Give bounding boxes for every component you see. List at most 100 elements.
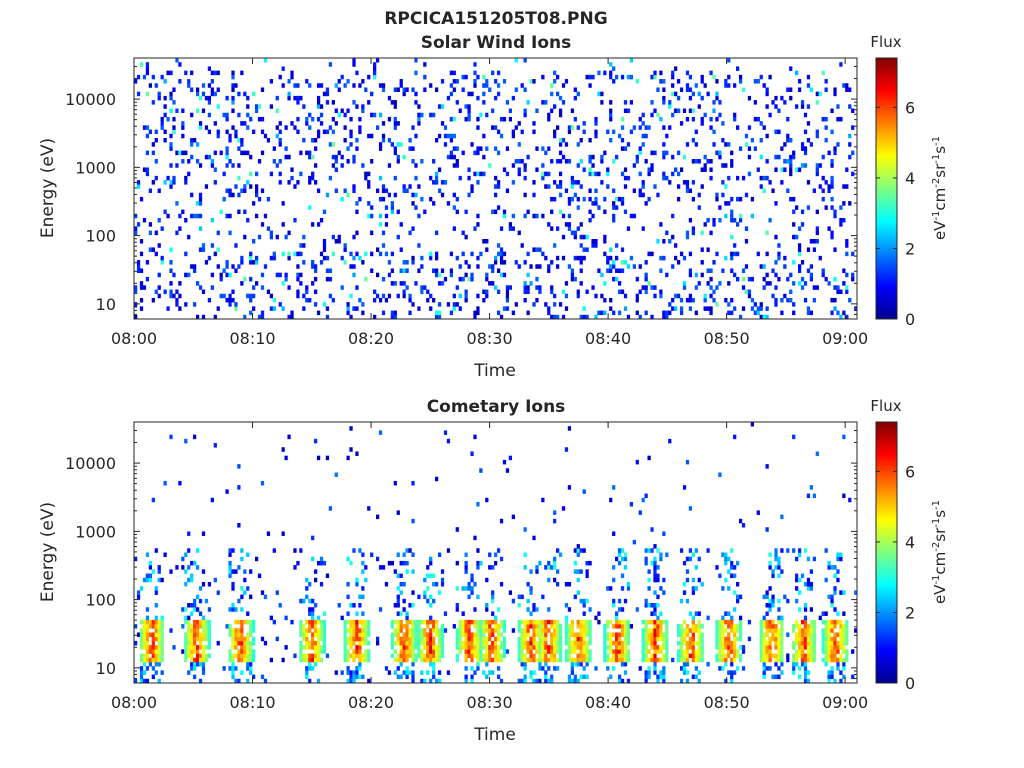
heatmap-cell bbox=[588, 653, 592, 659]
heatmap-cell bbox=[222, 666, 226, 671]
heatmap-cell bbox=[797, 243, 802, 248]
heatmap-cell bbox=[691, 636, 695, 642]
heatmap-cell bbox=[470, 451, 474, 456]
heatmap-cell bbox=[535, 167, 539, 172]
heatmap-cell bbox=[423, 619, 427, 625]
heatmap-cell bbox=[694, 666, 698, 671]
heatmap-cell bbox=[623, 649, 628, 654]
heatmap-cell bbox=[511, 133, 515, 139]
heatmap-cell bbox=[299, 272, 303, 278]
heatmap-cell bbox=[405, 674, 409, 680]
heatmap-cell bbox=[429, 196, 433, 202]
heatmap-cell bbox=[721, 615, 725, 621]
heatmap-cell bbox=[281, 306, 285, 311]
heatmap-cell bbox=[160, 121, 164, 126]
heatmap-cell bbox=[308, 611, 312, 616]
heatmap-cell bbox=[145, 628, 150, 633]
heatmap-cell bbox=[721, 666, 725, 671]
heatmap-cell bbox=[476, 310, 480, 316]
heatmap-cell bbox=[396, 603, 400, 608]
heatmap-cell bbox=[812, 247, 816, 252]
heatmap-cell bbox=[517, 653, 521, 659]
heatmap-cell bbox=[148, 649, 153, 654]
heatmap-cell bbox=[529, 281, 533, 286]
heatmap-cell bbox=[184, 552, 188, 558]
heatmap-cell bbox=[432, 624, 436, 629]
heatmap-cell bbox=[396, 632, 400, 637]
heatmap-cell bbox=[184, 251, 188, 257]
heatmap-cell bbox=[154, 590, 158, 595]
heatmap-cell bbox=[585, 247, 589, 252]
heatmap-cell bbox=[340, 154, 344, 160]
heatmap-cell bbox=[603, 196, 607, 202]
heatmap-cell bbox=[638, 150, 642, 156]
heatmap-cell bbox=[387, 293, 392, 299]
heatmap-cell bbox=[523, 636, 527, 642]
heatmap-cell bbox=[582, 636, 586, 642]
heatmap-cell bbox=[429, 653, 433, 659]
heatmap-cell bbox=[145, 632, 150, 637]
heatmap-cell bbox=[733, 83, 737, 88]
heatmap-cell bbox=[308, 154, 312, 160]
heatmap-cell bbox=[405, 260, 409, 265]
heatmap-cell bbox=[659, 670, 663, 675]
heatmap-cell bbox=[246, 104, 250, 109]
heatmap-cell bbox=[160, 624, 164, 629]
heatmap-cell bbox=[275, 108, 279, 114]
heatmap-cell bbox=[582, 645, 586, 650]
heatmap-cell bbox=[818, 184, 822, 189]
heatmap-cell bbox=[520, 159, 524, 164]
heatmap-cell bbox=[579, 234, 583, 240]
heatmap-cell bbox=[585, 628, 589, 633]
heatmap-cell bbox=[163, 79, 167, 84]
heatmap-cell bbox=[786, 87, 790, 92]
heatmap-cell bbox=[402, 552, 406, 558]
heatmap-cell bbox=[225, 95, 229, 101]
heatmap-cell bbox=[845, 653, 849, 659]
heatmap-cell bbox=[201, 624, 206, 629]
heatmap-cell bbox=[157, 217, 161, 223]
heatmap-cell bbox=[358, 657, 362, 663]
heatmap-cell bbox=[461, 624, 465, 629]
heatmap-cell bbox=[334, 108, 338, 114]
heatmap-cell bbox=[541, 666, 545, 671]
heatmap-cell bbox=[603, 239, 607, 244]
heatmap-cell bbox=[319, 649, 324, 654]
heatmap-cell bbox=[626, 175, 631, 181]
heatmap-cell bbox=[626, 226, 631, 231]
heatmap-cell bbox=[435, 230, 439, 236]
heatmap-cell bbox=[373, 62, 377, 67]
heatmap-cell bbox=[455, 628, 459, 633]
heatmap-cell bbox=[806, 247, 811, 252]
heatmap-cell bbox=[440, 268, 445, 273]
heatmap-cell bbox=[609, 70, 613, 76]
heatmap-cell bbox=[316, 455, 321, 461]
heatmap-cell bbox=[240, 260, 244, 265]
heatmap-cell bbox=[588, 649, 592, 654]
heatmap-cell bbox=[747, 125, 752, 130]
heatmap-cell bbox=[402, 184, 406, 189]
heatmap-cell bbox=[833, 213, 837, 219]
heatmap-cell bbox=[322, 632, 327, 637]
heatmap-cell bbox=[609, 62, 613, 67]
heatmap-cell bbox=[597, 611, 601, 616]
heatmap-cell bbox=[556, 184, 560, 189]
heatmap-cell bbox=[311, 619, 315, 625]
heatmap-cell bbox=[260, 116, 265, 122]
heatmap-cell bbox=[538, 289, 542, 295]
heatmap-cell bbox=[523, 281, 527, 286]
heatmap-cell bbox=[662, 175, 666, 181]
heatmap-cell bbox=[733, 645, 737, 650]
heatmap-cell bbox=[827, 594, 831, 600]
heatmap-cell bbox=[352, 636, 356, 642]
heatmap-cell bbox=[308, 205, 312, 210]
heatmap-cell bbox=[724, 653, 728, 659]
heatmap-cell bbox=[792, 434, 796, 440]
heatmap-cell bbox=[190, 142, 194, 147]
heatmap-cell bbox=[201, 636, 206, 642]
heatmap-cell bbox=[561, 289, 566, 295]
heatmap-cell bbox=[845, 87, 849, 92]
heatmap-cell bbox=[827, 645, 831, 650]
heatmap-cell bbox=[417, 121, 421, 126]
